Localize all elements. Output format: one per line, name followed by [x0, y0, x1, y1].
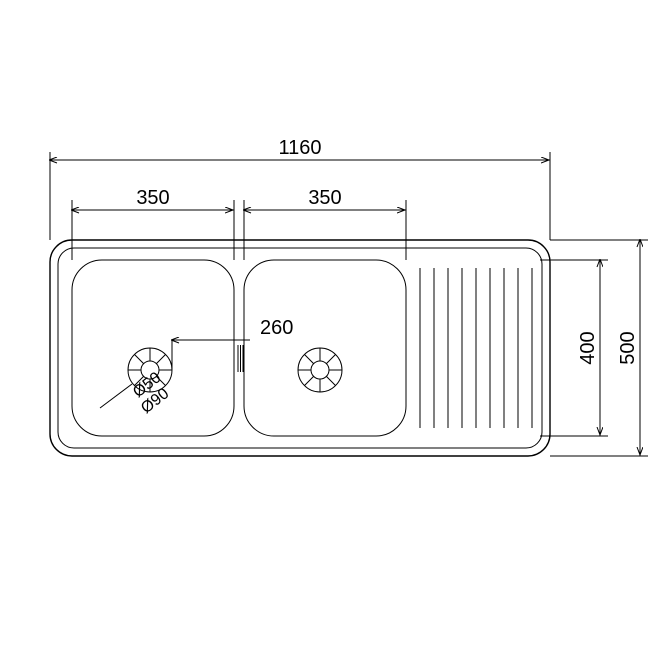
dim-bowl1-width-label: 350	[136, 187, 169, 209]
dim-overall-width-label: 1160	[278, 137, 321, 159]
sink-dimension-drawing: 1160 350 350 500 400 260 Ø50 Ø90	[0, 0, 665, 665]
dim-center-spacing-label: 260	[260, 317, 293, 339]
dim-center-spacing: 260	[172, 317, 293, 370]
dim-overall-height: 500	[617, 240, 640, 456]
sink-outer-outline	[50, 240, 550, 456]
sink-inner-lip	[58, 248, 542, 448]
dim-drain-diameters: Ø50 Ø90	[100, 369, 172, 417]
overflow-slots	[238, 345, 243, 372]
dim-bowl-height: 400	[577, 260, 600, 436]
dim-bowl-height-label: 400	[577, 331, 599, 364]
dim-bowl2-width-label: 350	[308, 187, 341, 209]
dim-bowl2-width: 350	[244, 187, 406, 210]
dim-overall-width: 1160	[50, 137, 550, 160]
dim-overall-height-label: 500	[617, 331, 639, 364]
drainboard-grooves	[420, 268, 532, 428]
bowl-right	[244, 260, 406, 436]
dim-bowl1-width: 350	[72, 187, 234, 210]
drain-right	[298, 348, 342, 392]
extension-lines-top	[50, 152, 550, 260]
